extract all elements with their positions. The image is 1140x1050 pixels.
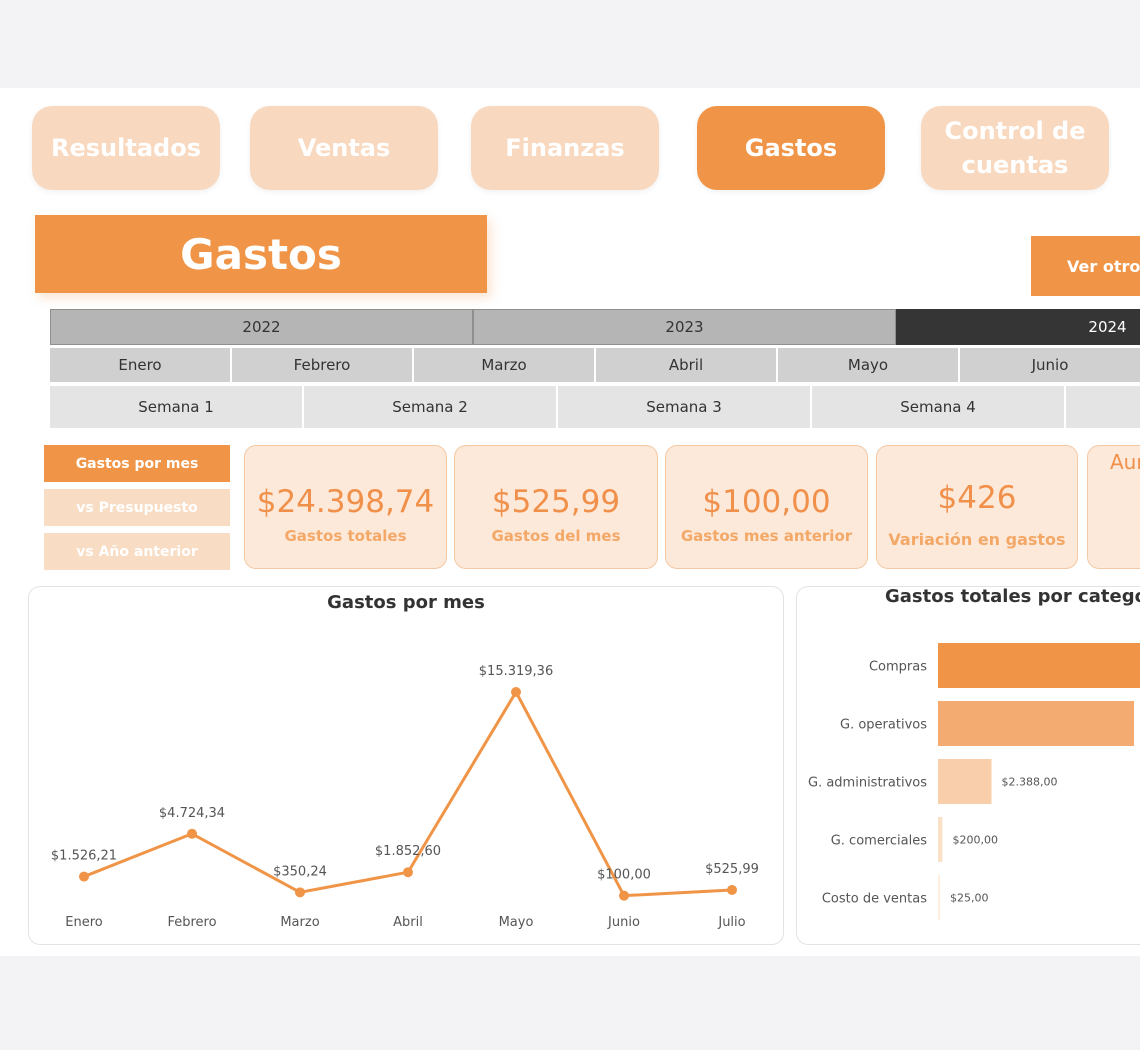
week-option-2[interactable]: Semana 3: [558, 386, 812, 428]
month-option-4[interactable]: Mayo: [778, 348, 960, 382]
line-point[interactable]: [187, 828, 197, 839]
bar[interactable]: [938, 759, 992, 804]
bar-data-label: $200,00: [952, 834, 998, 847]
line-data-label: $525,99: [705, 862, 759, 877]
kpi-card-0: $24.398,74 Gastos totales: [244, 445, 447, 569]
week-option-3[interactable]: Semana 4: [812, 386, 1066, 428]
bar-category-label: Costo de ventas: [822, 892, 927, 907]
view-button-2[interactable]: vs Año anterior: [44, 533, 230, 570]
week-slicer: Semana 1 Semana 2 Semana 3 Semana 4: [50, 386, 1140, 428]
nav-tab-1[interactable]: Ventas: [250, 106, 438, 190]
nav-tab-3[interactable]: Gastos: [697, 106, 885, 190]
month-option-0[interactable]: Enero: [50, 348, 232, 382]
line-point[interactable]: [619, 890, 629, 901]
kpi-label: Gastos mes anterior: [680, 527, 853, 545]
line-data-label: $350,24: [273, 864, 327, 879]
month-option-3[interactable]: Abril: [596, 348, 778, 382]
bar[interactable]: [938, 817, 943, 862]
year-option-2024[interactable]: 2024: [896, 309, 1140, 345]
line-data-label: $4.724,34: [159, 806, 225, 821]
bar[interactable]: [938, 875, 940, 920]
bar-category-label: G. administrativos: [808, 776, 927, 791]
line-data-label: $1.526,21: [51, 849, 117, 864]
month-slicer: Enero Febrero Marzo Abril Mayo Junio: [50, 348, 1140, 382]
bar-category-label: Compras: [869, 660, 927, 675]
bar-data-label: $25,00: [950, 892, 989, 905]
x-tick-label: Enero: [65, 915, 103, 930]
month-option-1[interactable]: Febrero: [232, 348, 414, 382]
line-series: [83, 690, 733, 898]
kpi-card-1: $525,99 Gastos del mes: [454, 445, 658, 569]
view-button-1[interactable]: vs Presupuesto: [44, 489, 230, 526]
kpi-label: Gastos del mes: [491, 527, 621, 545]
bar-data-label: $2.388,00: [1001, 776, 1057, 789]
nav-tab-0[interactable]: Resultados: [32, 106, 220, 190]
line-point[interactable]: [403, 867, 413, 878]
x-tick-label: Julio: [717, 915, 745, 930]
line-chart: $1.526,21 Enero $4.724,34 Febrero $350,24 Mar…: [51, 664, 759, 930]
bar-chart-panel: Gastos totales por categoría Compras G. o…: [796, 586, 1140, 945]
year-option-2022[interactable]: 2022: [50, 309, 473, 345]
bar-chart: Compras G. operativos G. administrativos $2…: [808, 643, 1140, 920]
month-option-5[interactable]: Junio: [960, 348, 1140, 382]
line-point[interactable]: [727, 884, 737, 895]
kpi-card-2: $100,00 Gastos mes anterior: [665, 445, 868, 569]
line-point[interactable]: [79, 871, 89, 882]
kpi-value: $24.398,74: [256, 484, 435, 520]
x-tick-label: Marzo: [280, 915, 319, 930]
bar-category-label: G. operativos: [840, 718, 927, 733]
year-option-2023[interactable]: 2023: [473, 309, 896, 345]
bar-category-label: G. comerciales: [831, 834, 927, 849]
x-tick-label: Junio: [607, 915, 640, 930]
x-tick-label: Abril: [393, 915, 423, 930]
kpi-value: $525,99: [491, 484, 621, 520]
week-option-0[interactable]: Semana 1: [50, 386, 304, 428]
line-data-label: $100,00: [597, 868, 651, 883]
bar[interactable]: [938, 643, 1140, 688]
x-tick-label: Febrero: [167, 915, 216, 930]
line-point[interactable]: [295, 887, 305, 898]
nav-tab-2[interactable]: Finanzas: [471, 106, 659, 190]
line-chart-panel: Gastos por mes $1.526,21 Enero $4.724,34 Fe…: [28, 586, 784, 945]
kpi-value: Aur: [1110, 450, 1140, 474]
bar[interactable]: [938, 701, 1134, 746]
week-option-1[interactable]: Semana 2: [304, 386, 558, 428]
line-data-label: $15.319,36: [479, 664, 553, 679]
kpi-value: $426: [937, 480, 1017, 516]
year-slicer: 2022 2023 2024: [50, 309, 1140, 345]
nav-tab-4[interactable]: Control de cuentas: [921, 106, 1109, 190]
line-chart-title: Gastos por mes: [327, 592, 485, 613]
kpi-label: Variación en gastos: [888, 530, 1066, 549]
page-title: Gastos: [35, 215, 487, 293]
ver-otros-button[interactable]: Ver otros: [1031, 236, 1140, 296]
bar-chart-title: Gastos totales por categoría: [885, 586, 1140, 607]
kpi-card-4: Aur: [1087, 445, 1140, 569]
kpi-card-3: $426 Variación en gastos: [876, 445, 1078, 569]
month-option-2[interactable]: Marzo: [414, 348, 596, 382]
kpi-label: Gastos totales: [284, 527, 407, 545]
line-point[interactable]: [511, 687, 521, 697]
week-option-4[interactable]: [1066, 386, 1140, 428]
view-button-0[interactable]: Gastos por mes: [44, 445, 230, 482]
report-canvas: Resultados Ventas Finanzas Gastos Control de…: [0, 88, 1140, 956]
line-data-label: $1.852,60: [375, 844, 441, 859]
x-tick-label: Mayo: [499, 915, 534, 930]
kpi-value: $100,00: [702, 484, 831, 520]
